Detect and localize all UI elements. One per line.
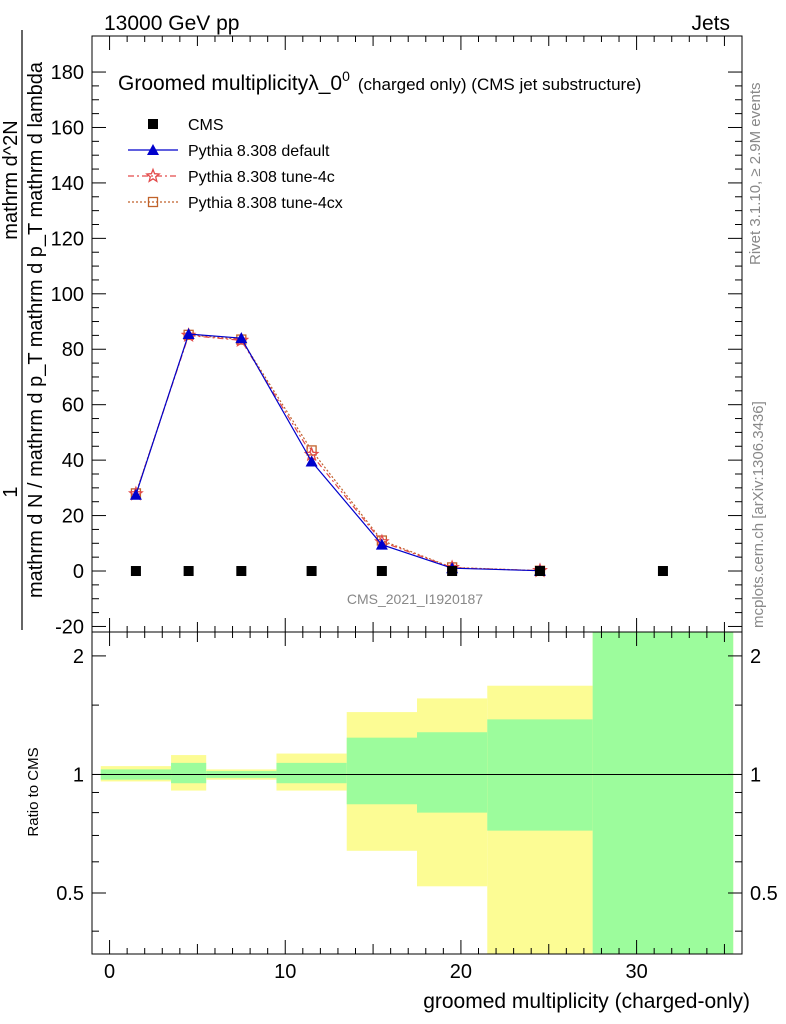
x-tick-label: 0 <box>104 961 115 983</box>
ratio-band-inner <box>171 762 207 784</box>
ratio-bands <box>100 632 734 954</box>
legend-label: CMS <box>188 117 224 134</box>
data-point <box>376 566 387 577</box>
top-y-tick-label: 180 <box>51 62 84 84</box>
top-y-tick-label: 20 <box>62 506 84 528</box>
legend-entry: Pythia 8.308 tune-4c <box>128 167 335 186</box>
top-y-label-main: mathrm d N / mathrm d p_T mathrm d p_T m… <box>25 61 47 598</box>
x-tick-label: 10 <box>274 961 296 983</box>
series-line <box>135 333 541 572</box>
legend-label: Pythia 8.308 tune-4c <box>188 169 335 186</box>
top-y-tick-label: 100 <box>51 284 84 306</box>
legend-marker <box>147 196 159 208</box>
legend-entry: Pythia 8.308 default <box>128 143 330 160</box>
data-point <box>182 328 195 339</box>
series-3 <box>130 329 546 576</box>
ratio-y-tick-label-right: 2 <box>750 646 761 668</box>
data-point <box>534 566 545 577</box>
x-axis-label: groomed multiplicity (charged-only) <box>423 990 750 1013</box>
legend: CMS Pythia 8.308 default Pythia 8.308 tune… <box>128 117 343 212</box>
series-line <box>135 334 541 572</box>
ratio-y-tick-label: 0.5 <box>56 883 84 905</box>
ratio-y-tick-label: 1 <box>73 764 84 786</box>
category-label: Jets <box>691 12 730 35</box>
data-point <box>305 455 318 467</box>
legend-entry: CMS <box>148 117 224 134</box>
top-y-tick-label: 40 <box>62 450 84 472</box>
data-point <box>183 566 194 577</box>
top-y-label-num: mathrm d^2N <box>0 120 22 239</box>
x-tick-label: 20 <box>450 961 472 983</box>
plot-title: Groomed multiplicityλ_00 (charged only) (… <box>118 68 641 95</box>
side-rivet-label: Rivet 3.1.10, ≥ 2.9M events <box>747 83 764 266</box>
ratio-y-tick-label-right: 1 <box>750 764 761 786</box>
top-y-axis: -20 0 20 40 60 80 100 120 140 160 180 <box>51 36 742 638</box>
legend-label: Pythia 8.308 default <box>188 143 330 160</box>
data-point <box>375 538 388 550</box>
plot-title-main: Groomed multiplicityλ_0 <box>118 72 342 95</box>
legend-entry: Pythia 8.308 tune-4cx <box>128 195 343 212</box>
x-tick-label: 30 <box>625 961 647 983</box>
top-y-tick-label: 60 <box>62 395 84 417</box>
plot-title-sup: 0 <box>342 68 350 84</box>
ratio-band-inner <box>487 719 593 831</box>
data-point <box>129 488 142 500</box>
top-y-label-one: 1 <box>0 486 22 497</box>
data-point <box>236 566 247 577</box>
analysis-id: CMS_2021_I1920187 <box>347 591 483 607</box>
data-point <box>235 332 248 344</box>
top-y-tick-label: 140 <box>51 173 84 195</box>
bottom-axes: 0.5 0.51 12 20 10 20 30 <box>56 632 778 983</box>
data-point <box>306 566 317 577</box>
legend-marker <box>145 167 161 183</box>
energy-label: 13000 GeV pp <box>104 12 239 35</box>
ratio-y-tick-label-right: 0.5 <box>750 883 778 905</box>
bottom-frame <box>91 631 743 955</box>
legend-marker <box>148 119 158 129</box>
top-y-tick-label: 0 <box>73 561 84 583</box>
legend-label: Pythia 8.308 tune-4cx <box>188 195 343 212</box>
data-point <box>657 566 668 577</box>
top-series-group <box>127 327 668 578</box>
ratio-band-inner <box>592 632 734 954</box>
ratio-y-label: Ratio to CMS <box>25 747 42 836</box>
data-point <box>130 566 141 577</box>
series-line <box>135 334 541 572</box>
top-y-tick-label: 160 <box>51 117 84 139</box>
top-y-tick-label: 120 <box>51 228 84 250</box>
series-0 <box>130 566 668 577</box>
data-point <box>447 566 458 577</box>
side-mcplots-label: mcplots.cern.ch [arXiv:1306.3436] <box>750 401 767 628</box>
plot-title-suffix: (charged only) (CMS jet substructure) <box>358 75 641 94</box>
top-y-tick-label: -20 <box>55 616 84 638</box>
ratio-band-inner <box>276 762 347 784</box>
ratio-band-inner <box>346 737 417 805</box>
top-y-tick-label: 80 <box>62 339 84 361</box>
series-1 <box>129 328 546 576</box>
series-2 <box>127 327 548 578</box>
ratio-y-tick-label: 2 <box>73 646 84 668</box>
ratio-band-inner <box>417 732 488 813</box>
legend-marker <box>147 144 159 155</box>
